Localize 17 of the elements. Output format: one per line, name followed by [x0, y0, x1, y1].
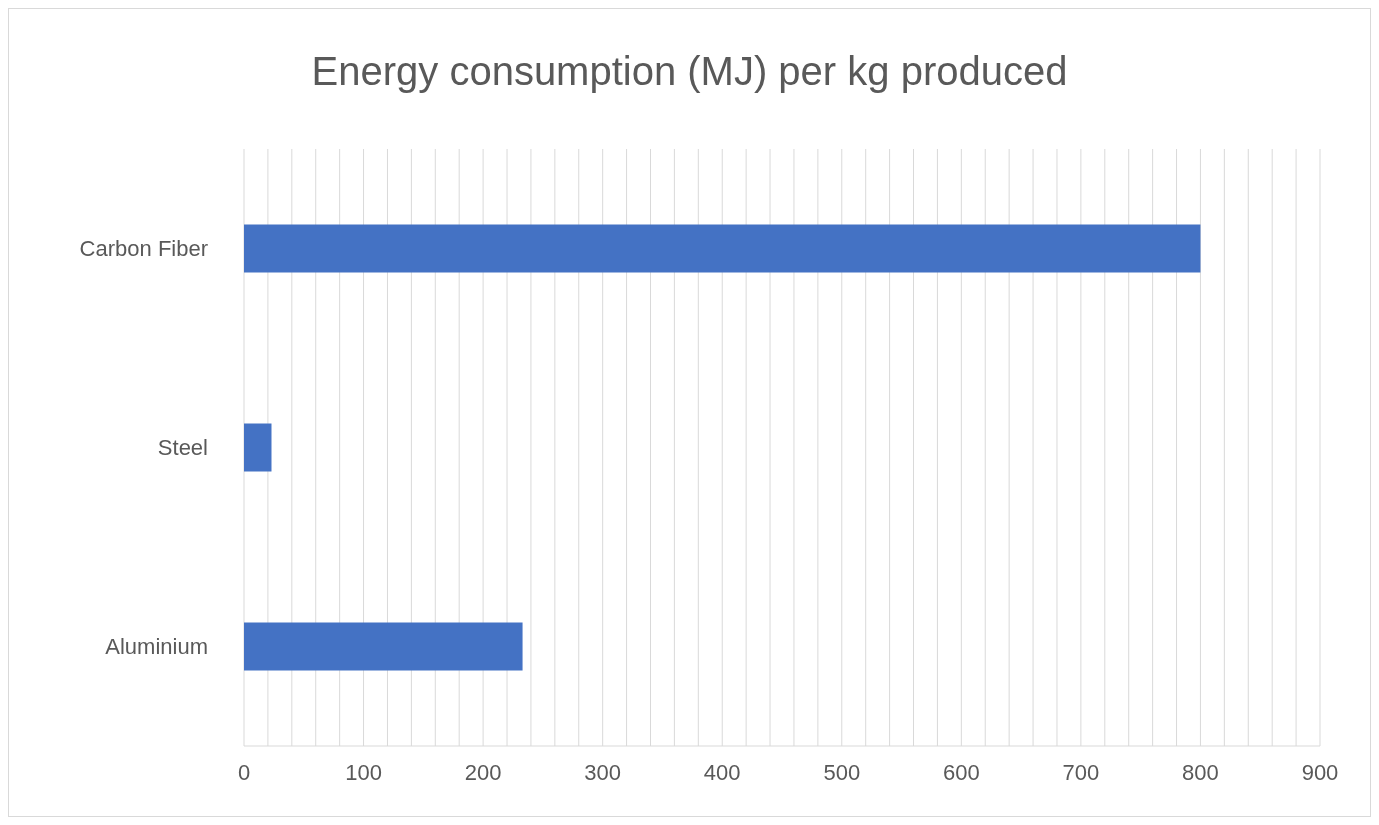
x-tick-label: 500: [823, 759, 861, 785]
x-tick-label: 200: [464, 759, 502, 785]
y-tick-label: Carbon Fiber: [79, 236, 208, 262]
y-tick-label: Aluminium: [105, 634, 208, 660]
x-tick-label: 0: [237, 759, 251, 785]
x-tick-label: 600: [942, 759, 980, 785]
bar: [244, 224, 1201, 273]
x-tick-label: 800: [1182, 759, 1219, 785]
chart-title: Energy consumption (MJ) per kg produced: [310, 49, 1069, 94]
bar: [244, 423, 272, 472]
x-tick-label: 100: [345, 759, 382, 785]
x-tick-label: 900: [1301, 759, 1339, 785]
bar: [244, 622, 523, 671]
x-tick-label: 700: [1062, 759, 1100, 785]
x-tick-label: 300: [584, 759, 622, 785]
y-tick-label: Steel: [157, 435, 208, 461]
x-tick-label: 400: [703, 759, 741, 785]
